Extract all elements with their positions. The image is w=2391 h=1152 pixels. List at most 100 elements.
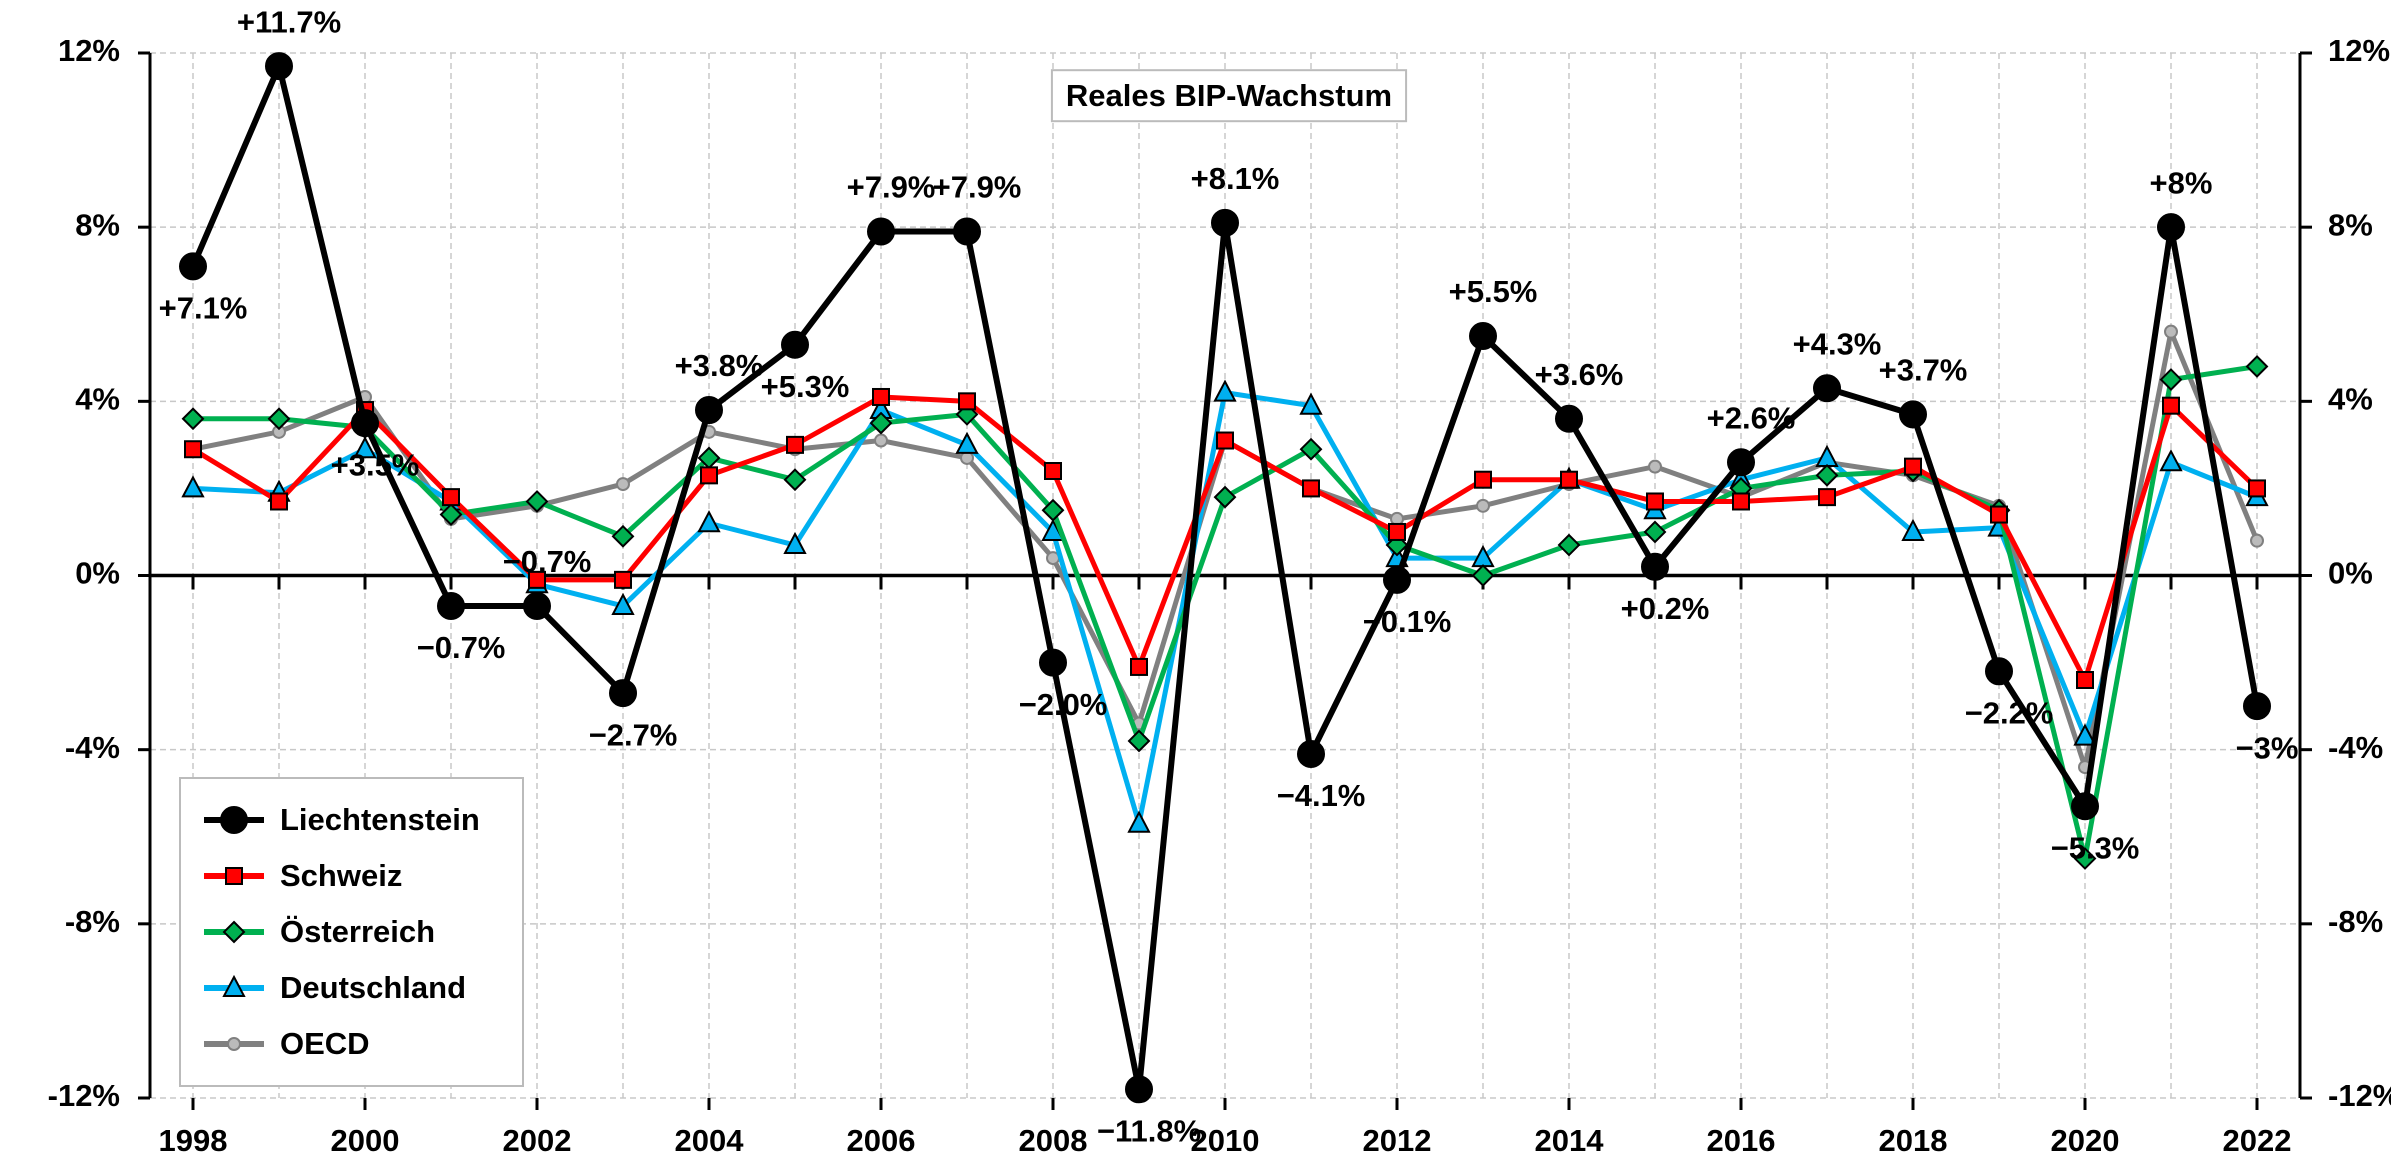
point (351, 409, 379, 438)
point (695, 396, 723, 425)
point (1646, 492, 1664, 511)
point (1388, 522, 1406, 541)
point (609, 679, 637, 708)
point (1985, 657, 2013, 686)
point (611, 592, 635, 615)
data-label: +0.2% (1621, 591, 1710, 626)
point (1813, 374, 1841, 403)
y-tick-label: -12% (48, 1078, 120, 1113)
legend-label: OECD (280, 1026, 370, 1061)
point (700, 466, 718, 485)
point (2162, 396, 2180, 415)
point (1383, 565, 1411, 594)
point (442, 488, 460, 507)
point (1560, 470, 1578, 489)
point (1039, 648, 1067, 677)
x-tick-label: 2018 (1879, 1123, 1948, 1152)
data-label: −2.7% (589, 717, 678, 752)
data-label: −0.1% (1363, 604, 1452, 639)
legend-label: Schweiz (280, 858, 402, 893)
point (1211, 208, 1239, 237)
x-tick-label: 2022 (2223, 1123, 2292, 1152)
point (1127, 729, 1151, 753)
point (1213, 379, 1237, 402)
point (439, 503, 463, 526)
point (2248, 479, 2266, 498)
point (1899, 400, 1927, 429)
point (179, 252, 207, 281)
data-label: −5.3% (2051, 830, 2140, 865)
data-label: +5.5% (1449, 274, 1538, 309)
chart-title: Reales BIP-Wachstum (1066, 78, 1392, 113)
point (1474, 470, 1492, 489)
point (1299, 392, 1323, 415)
point (523, 591, 551, 620)
x-tick-label: 2002 (503, 1123, 572, 1152)
point (1557, 533, 1581, 557)
point (2159, 368, 2183, 391)
point (1299, 437, 1323, 461)
title-frame (1050, 69, 1408, 123)
point (1213, 485, 1237, 509)
point (1815, 463, 1839, 487)
point (2071, 792, 2099, 821)
series (179, 52, 2271, 1104)
legend-marker (220, 806, 248, 834)
y-tick-label: -4% (65, 730, 120, 765)
point (181, 407, 205, 431)
data-label: +5.3% (761, 369, 850, 404)
y-tick-label: 12% (58, 33, 120, 68)
data-label: +3.6% (1535, 357, 1624, 392)
point (616, 477, 630, 492)
point (611, 524, 635, 548)
data-label: −11.8% (1097, 1113, 1201, 1148)
point (265, 52, 293, 81)
data-label: +7.1% (159, 291, 248, 326)
point (2073, 723, 2097, 746)
data-label: +4.3% (1793, 326, 1882, 361)
point (353, 436, 377, 459)
point (786, 435, 804, 454)
series (184, 387, 2266, 689)
point (181, 475, 205, 498)
data-label: +3.7% (1879, 353, 1968, 388)
x-tick-label: 2014 (1535, 1123, 1605, 1152)
y-tick-label: 0% (75, 556, 120, 591)
legend-marker (222, 920, 246, 944)
point (2157, 213, 2185, 242)
point (783, 531, 807, 555)
data-label: +8% (2150, 165, 2213, 200)
y2-tick-label: 12% (2328, 33, 2390, 68)
data-label: −0.7% (417, 630, 506, 665)
data-label: +3.8% (675, 348, 764, 383)
point (2159, 449, 2183, 472)
legend-marker (222, 974, 246, 997)
point (1818, 488, 1836, 507)
point (1130, 657, 1148, 676)
data-label: +7.9% (933, 170, 1022, 205)
point (1041, 498, 1065, 522)
point (1990, 505, 2008, 524)
y2-tick-label: 8% (2328, 207, 2373, 242)
point (955, 431, 979, 454)
legend-marker (225, 867, 243, 885)
point (872, 387, 890, 406)
legend-label: Österreich (280, 914, 435, 949)
data-label: +8.1% (1191, 161, 1280, 196)
point (2250, 533, 2264, 548)
x-tick-label: 2010 (1191, 1123, 1260, 1152)
y2-tick-label: 0% (2328, 556, 2373, 591)
point (1904, 457, 1922, 476)
point (2164, 324, 2178, 339)
legend-label: Deutschland (280, 970, 466, 1005)
point (1555, 404, 1583, 433)
y2-tick-label: 4% (2328, 382, 2373, 417)
point (874, 433, 888, 448)
point (1127, 810, 1151, 833)
y2-tick-label: -8% (2328, 904, 2383, 939)
point (869, 411, 893, 435)
legend: Liechtenstein Schweiz Österreich Deutschlan… (179, 777, 524, 1087)
point (953, 217, 981, 246)
point (614, 570, 632, 589)
data-label: +3.5% (331, 447, 420, 482)
